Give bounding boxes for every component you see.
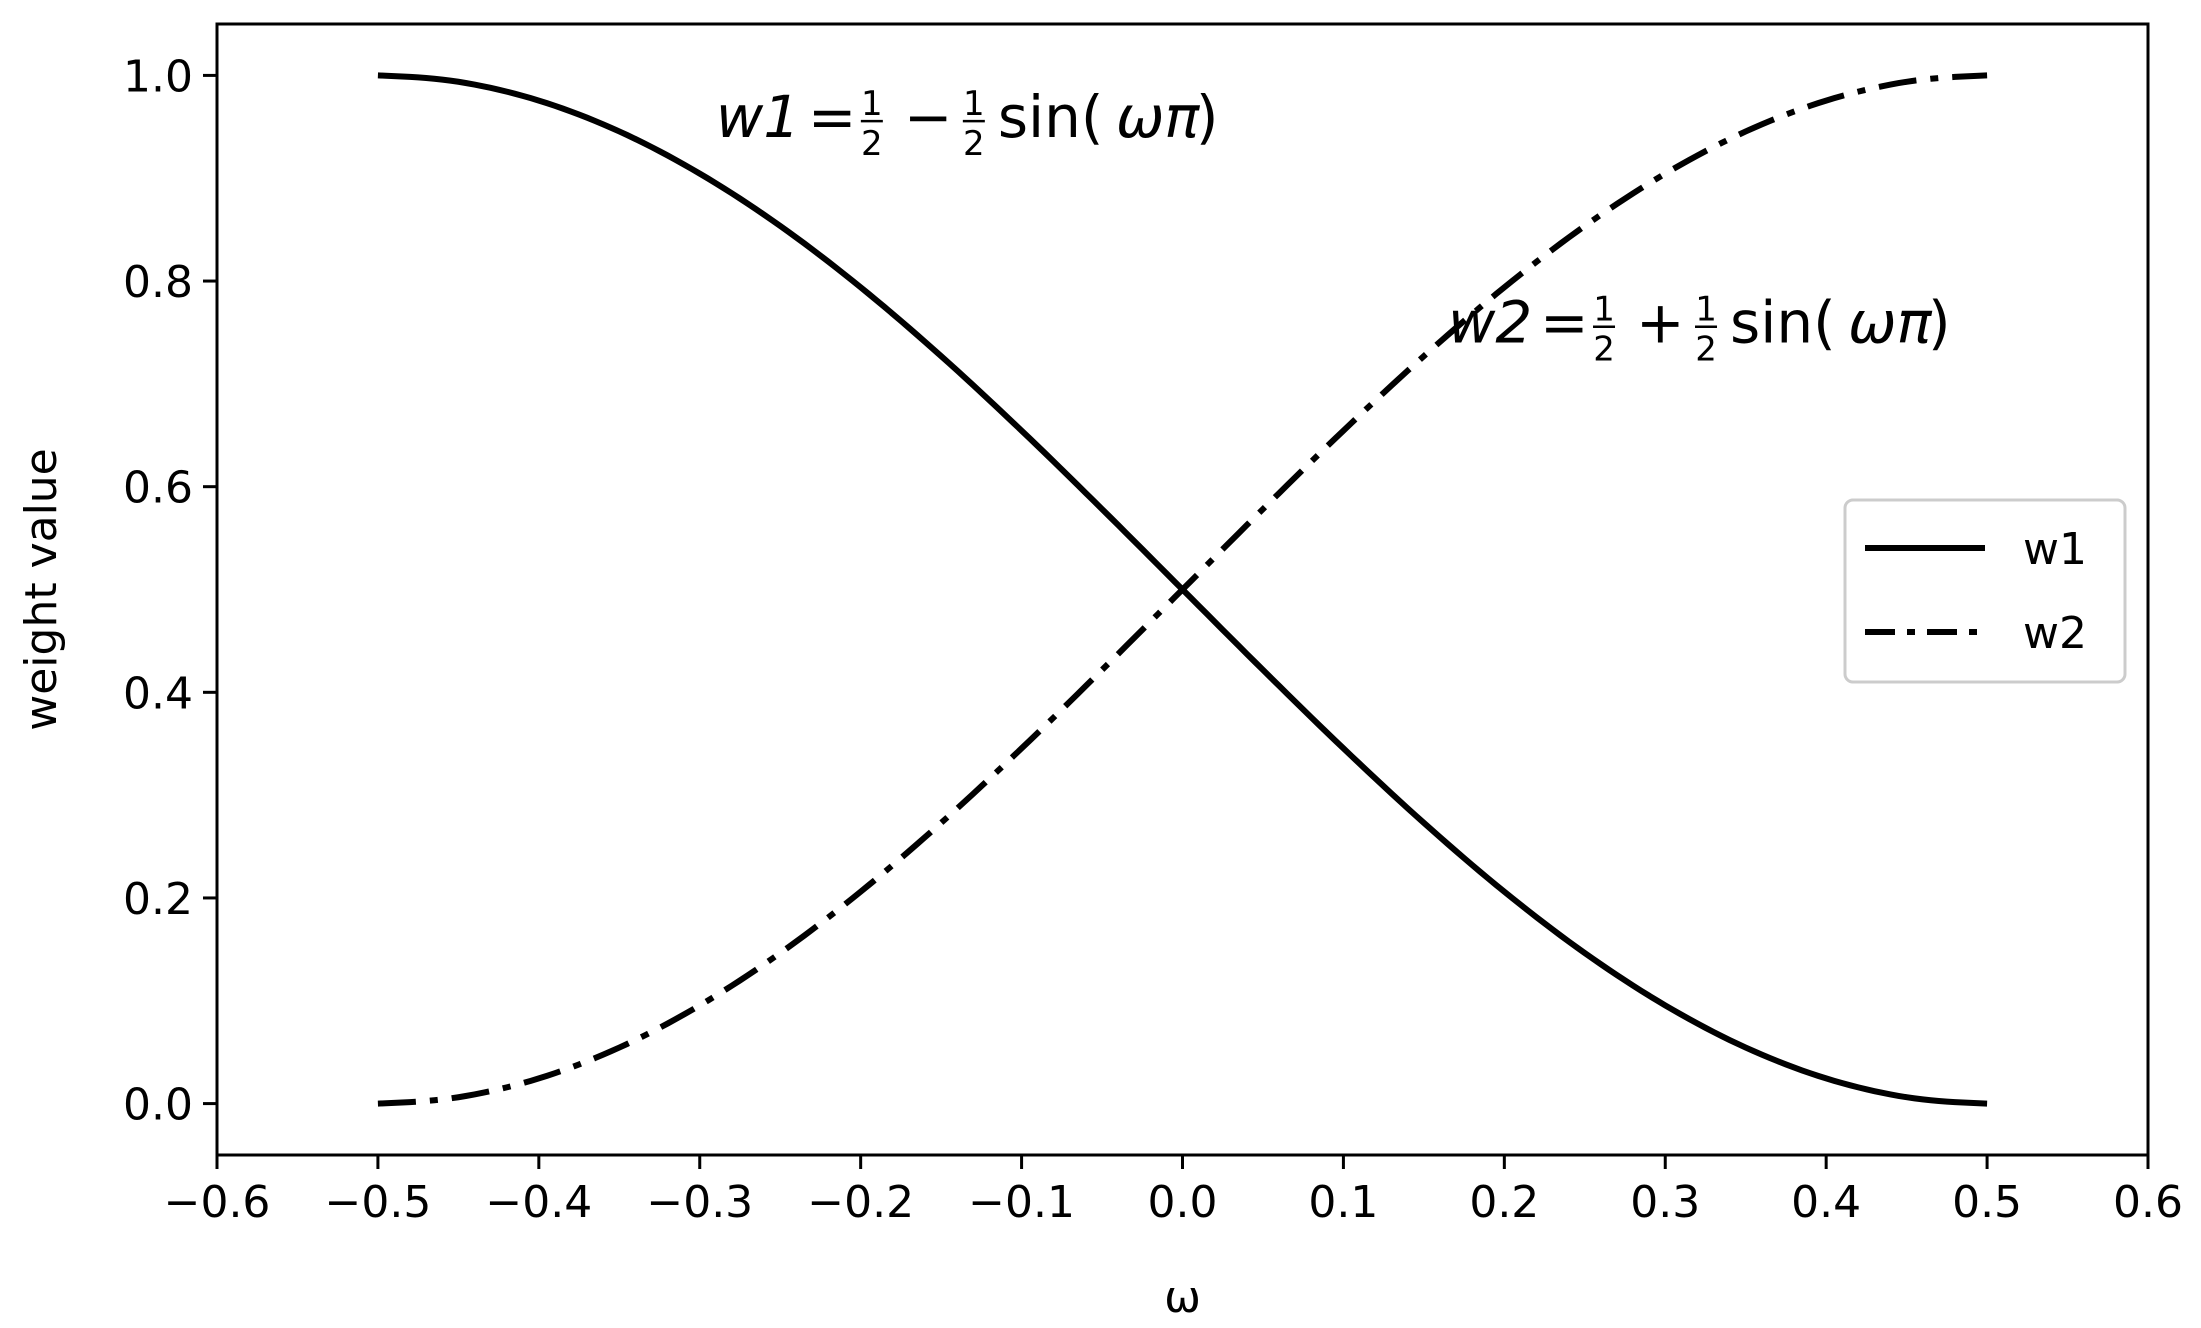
x-tick-label: 0.0	[1148, 1177, 1218, 1228]
formula-func: sin(	[1730, 289, 1836, 357]
x-tick-label: 0.2	[1469, 1177, 1539, 1228]
series-line-w2	[377, 72, 1988, 1107]
formula-func: sin(	[998, 83, 1104, 151]
plot-frame	[215, 22, 2150, 1157]
legend-label-w1: w1	[2023, 524, 2087, 575]
legend-label-w2: w2	[2023, 608, 2087, 659]
y-tick-label: 0.0	[123, 1080, 193, 1131]
x-tick-label: −0.6	[164, 1177, 271, 1228]
fraction-denominator: 2	[963, 124, 985, 164]
x-tick-label: −0.3	[646, 1177, 753, 1228]
formula-close: )	[1196, 83, 1219, 151]
x-tick-label: −0.4	[485, 1177, 592, 1228]
ticks-layer: −0.6 −0.5 −0.4 −0.3 −0.2 −0.1 0.0 0.1 0.2 0.3 0.4 0…	[123, 51, 2183, 1228]
y-tick-label: 0.6	[123, 463, 193, 514]
formula-annotation-w1: w1 = 12−12 sin(ωπ)	[716, 83, 1219, 164]
x-tick-label: 0.4	[1791, 1177, 1861, 1228]
formula-arg: ωπ	[1848, 289, 1933, 357]
fraction-denominator: 2	[861, 124, 883, 164]
y-tick-label: 0.8	[123, 257, 193, 308]
y-axis-label: weight value	[16, 448, 67, 731]
formula-eq: =	[1540, 289, 1589, 357]
fraction-denominator: 2	[1593, 330, 1615, 370]
legend: w1 w2	[1843, 498, 2127, 684]
formula-close: )	[1928, 289, 1951, 357]
fraction-numerator: 1	[861, 84, 883, 124]
y-tick-label: 0.4	[123, 668, 193, 719]
y-tick-label: 1.0	[123, 51, 193, 102]
formula-arg: ωπ	[1116, 83, 1201, 151]
formula-annotation-w2: w2 = 12 +12 sin(ωπ)	[1448, 289, 1951, 370]
x-tick-label: −0.2	[807, 1177, 914, 1228]
annotation-layer: w1 = 12−12 sin(ωπ)w2 = 12 +12 sin(ωπ)	[716, 83, 1951, 370]
fraction-denominator: 2	[1695, 330, 1717, 370]
x-tick-label: −0.5	[324, 1177, 431, 1228]
formula-eq: =	[808, 83, 857, 151]
x-tick-label: −0.1	[968, 1177, 1075, 1228]
x-tick-label: 0.6	[2113, 1177, 2183, 1228]
formula-lhs: w1	[716, 83, 800, 151]
y-tick-label: 0.2	[123, 874, 193, 925]
formula-lhs: w2	[1448, 289, 1532, 357]
fraction-numerator: 1	[963, 84, 985, 124]
fraction-numerator: 1	[1695, 290, 1717, 330]
formula-op: −	[904, 83, 953, 151]
formula-op: +	[1636, 289, 1685, 357]
lines-layer	[377, 72, 1988, 1107]
fraction-numerator: 1	[1593, 290, 1615, 330]
x-tick-label: 0.1	[1308, 1177, 1378, 1228]
x-axis-label: ω	[1164, 1272, 1201, 1323]
x-tick-label: 0.5	[1952, 1177, 2022, 1228]
x-tick-label: 0.3	[1630, 1177, 1700, 1228]
